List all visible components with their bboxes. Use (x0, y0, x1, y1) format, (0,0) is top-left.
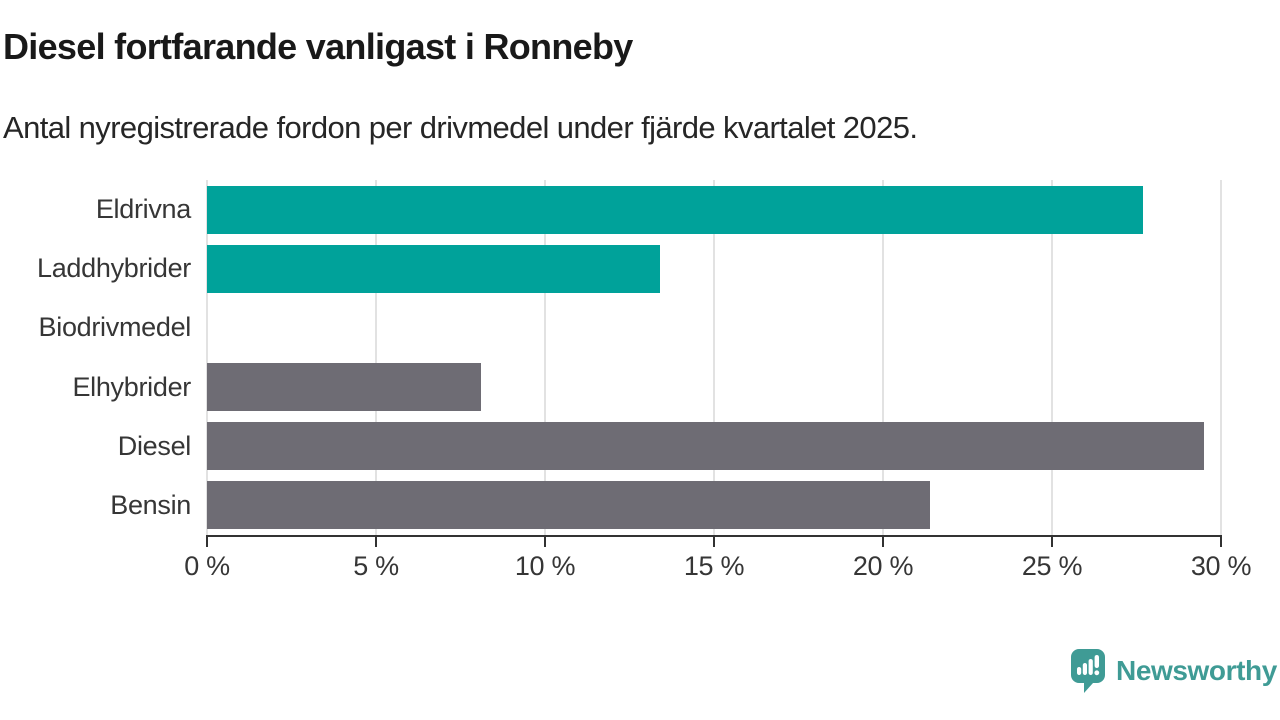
category-label-bensin: Bensin (110, 489, 191, 520)
bar-row-bensin (207, 476, 1221, 535)
x-axis-tick-label-20: 20 % (852, 551, 914, 581)
plot-area: 0 % 5 % 10 % 15 % 20 % 25 % 30 % Eldrivna Laddhy… (37, 180, 1251, 581)
gridline-10 (543, 180, 546, 535)
x-axis-tick-label-25: 25 % (1021, 551, 1083, 581)
bar-row-elhybrider (207, 358, 1221, 417)
category-label-diesel: Diesel (117, 430, 192, 461)
x-axis-tick-10 (543, 535, 546, 547)
x-axis-tick-30 (1220, 535, 1222, 547)
brand-name: Newsworthy (1116, 655, 1277, 686)
x-axis-tick-label-30: 30 % (1190, 551, 1252, 581)
gridline-15 (713, 180, 715, 535)
x-axis-tick-15 (713, 535, 715, 547)
bar-row-diesel (207, 417, 1221, 476)
bar-row-eldrivna (207, 180, 1221, 239)
gridline-25 (1051, 180, 1053, 535)
gridline-0 (206, 180, 208, 535)
category-label-eldrivna: Eldrivna (95, 194, 191, 225)
category-label-biodrivmedel: Biodrivmedel (38, 312, 192, 343)
x-axis-tick-25 (1051, 535, 1053, 547)
gridline-20 (881, 180, 884, 535)
gridline-5 (374, 180, 377, 535)
bar-bensin (207, 481, 931, 530)
x-axis-tick-20 (881, 535, 884, 547)
category-label-elhybrider: Elhybrider (72, 371, 191, 402)
chart-title: Diesel fortfarande vanligast i Ronneby (3, 26, 633, 67)
bar-laddhybrider (207, 244, 660, 293)
gridline-30 (1220, 180, 1222, 535)
bar-row-biodrivmedel (207, 298, 1221, 357)
bar-row-laddhybrider (207, 239, 1221, 298)
bar-elhybrider (207, 363, 481, 412)
x-axis-tick-5 (374, 535, 377, 547)
x-axis-tick-0 (206, 535, 208, 547)
brand-footer: Newsworthy (1071, 649, 1277, 693)
newsworthy-logo-icon (1071, 649, 1105, 693)
x-axis-tick-label-10: 10 % (514, 551, 576, 581)
bar-diesel (207, 422, 1205, 471)
category-label-laddhybrider: Laddhybrider (36, 253, 191, 284)
x-axis-tick-label-5: 5 % (353, 551, 399, 581)
x-axis-tick-label-0: 0 % (184, 551, 230, 581)
bar-eldrivna (207, 185, 1144, 234)
x-axis-tick-label-15: 15 % (683, 551, 745, 581)
chart-subtitle: Antal nyregistrerade fordon per drivmede… (3, 110, 918, 145)
